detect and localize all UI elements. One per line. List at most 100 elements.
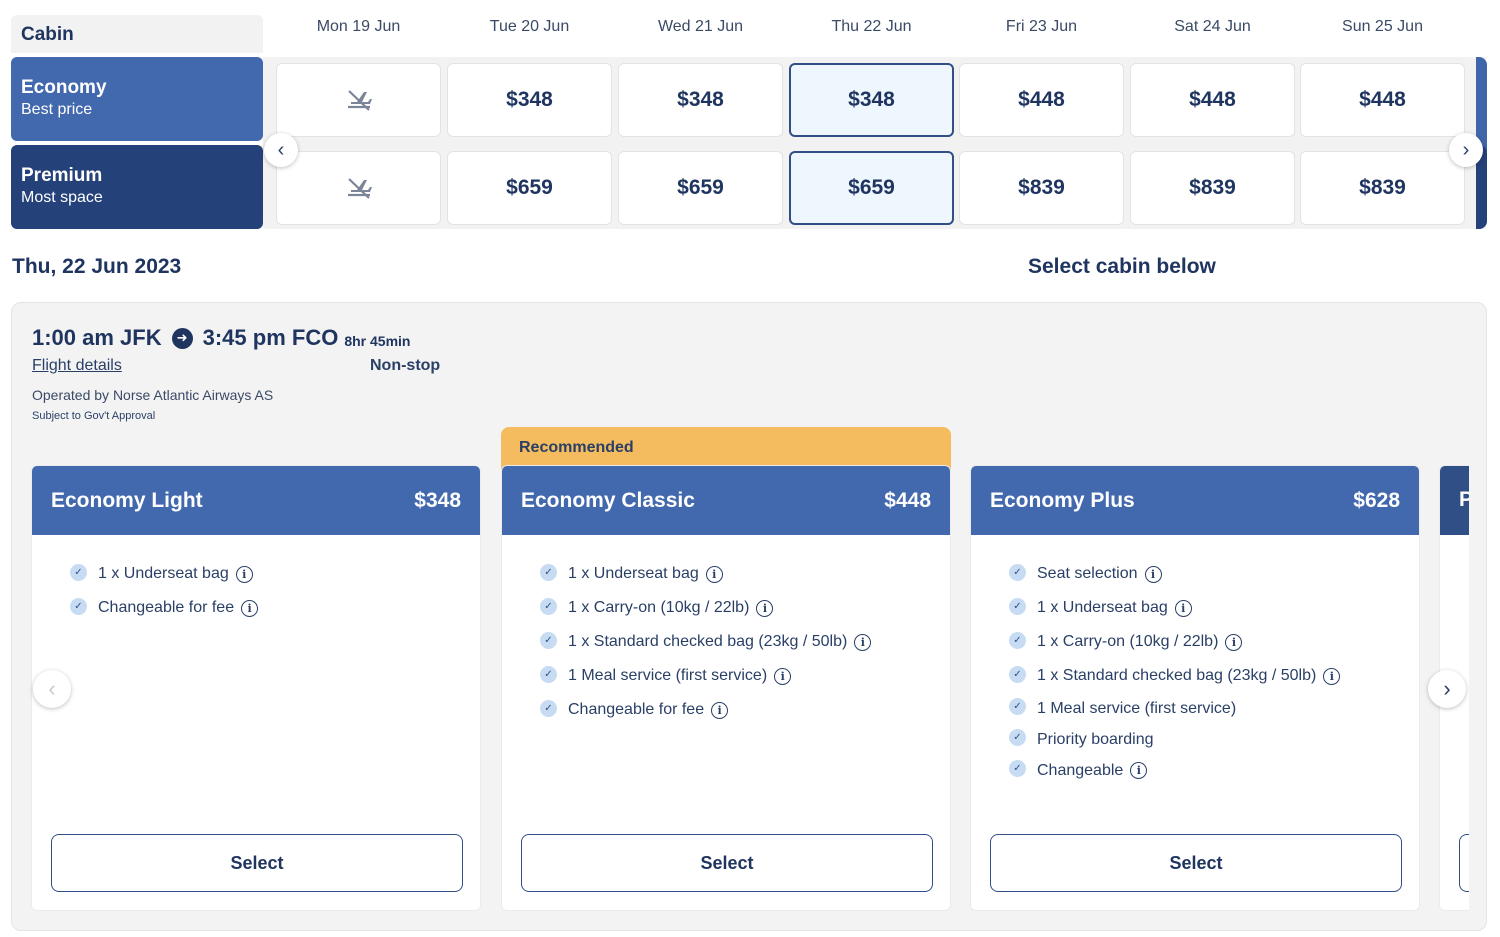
flight-panel: 1:00 am JFK ➜ 3:45 pm FCO 8hr 45min Flig… xyxy=(11,302,1487,931)
select-button[interactable]: Select xyxy=(990,834,1402,892)
price-cell[interactable]: $659 xyxy=(789,151,954,225)
fare-calendar: Cabin Mon 19 Jun Tue 20 Jun Wed 21 Jun Thu … xyxy=(0,0,1500,240)
feature-item: ✓ Changeable i xyxy=(1009,755,1419,786)
date-label[interactable]: Thu 22 Jun xyxy=(831,18,912,35)
check-icon: ✓ xyxy=(1009,597,1026,615)
select-button[interactable]: Select xyxy=(521,834,933,892)
fare-price: $628 xyxy=(1353,488,1400,512)
feature-item: ✓ 1 Meal service (first service) xyxy=(1009,693,1419,724)
feature-text: 1 x Underseat bag xyxy=(568,565,699,582)
feature-text: 1 x Carry-on (10kg / 22lb) xyxy=(1037,633,1219,650)
fare-price: $348 xyxy=(414,488,461,512)
fare-card[interactable]: Economy Plus $628 ✓ Seat selection i ✓ 1 x Und… xyxy=(970,465,1420,911)
price-cell-unavailable[interactable] xyxy=(276,63,441,137)
info-icon[interactable]: i xyxy=(1130,762,1148,779)
price-cell[interactable]: $448 xyxy=(959,63,1124,137)
feature-text: 1 x Standard checked bag (23kg / 50lb) xyxy=(1037,667,1317,684)
info-icon[interactable]: i xyxy=(235,565,253,583)
flight-details-link[interactable]: Flight details xyxy=(32,357,122,374)
check-icon: ✓ xyxy=(70,563,87,581)
itinerary: 1:00 am JFK ➜ 3:45 pm FCO 8hr 45min xyxy=(32,325,410,351)
feature-item: ✓ 1 x Carry-on (10kg / 22lb) i xyxy=(540,591,950,625)
info-icon[interactable]: i xyxy=(854,633,872,651)
feature-text: Changeable xyxy=(1037,761,1124,779)
cabin-row-premium[interactable]: Premium Most space xyxy=(11,145,263,229)
check-icon: ✓ xyxy=(1009,698,1026,715)
duration: 8hr 45min xyxy=(344,332,411,349)
no-flight-icon xyxy=(345,175,373,201)
info-icon[interactable]: i xyxy=(241,599,259,617)
feature-item: ✓ 1 x Carry-on (10kg / 22lb) i xyxy=(1009,625,1419,659)
feature-item: ✓ Seat selection i xyxy=(1009,557,1419,591)
info-icon[interactable]: i xyxy=(1144,565,1162,583)
feature-text: Priority boarding xyxy=(1037,730,1154,748)
info-icon[interactable]: i xyxy=(1323,667,1341,685)
date-label[interactable]: Sun 25 Jun xyxy=(1342,18,1423,35)
feature-text: Changeable for fee xyxy=(568,701,705,718)
price-cell[interactable]: $659 xyxy=(618,151,783,225)
panel-right-edge xyxy=(1469,463,1486,923)
fare-card-header: Economy Light $348 xyxy=(32,466,480,535)
fare-card[interactable]: Economy Light $348 ✓ 1 x Underseat bag i ✓ Cha… xyxy=(31,465,481,911)
departure: 1:00 am JFK xyxy=(32,325,162,350)
feature-item: ✓ 1 x Underseat bag i xyxy=(540,557,950,591)
fare-card-header: Economy Plus $628 xyxy=(971,466,1419,535)
check-icon: ✓ xyxy=(540,699,557,717)
fare-name: Economy Light xyxy=(51,488,203,512)
cards-next-button[interactable]: › xyxy=(1428,670,1466,708)
cabin-subtitle: Best price xyxy=(21,101,93,118)
cards-prev-button[interactable]: ‹ xyxy=(33,670,71,708)
select-button[interactable]: Select xyxy=(51,834,463,892)
cabin-name: Premium xyxy=(21,165,103,186)
feature-text: 1 x Carry-on (10kg / 22lb) xyxy=(568,599,750,616)
info-icon[interactable]: i xyxy=(711,701,729,719)
chevron-right-icon: › xyxy=(1462,138,1470,161)
feature-text: Seat selection xyxy=(1037,565,1138,582)
price-cell[interactable]: $348 xyxy=(447,63,612,137)
info-icon[interactable]: i xyxy=(1174,599,1192,617)
date-label[interactable]: Fri 23 Jun xyxy=(1005,18,1078,35)
price-cell[interactable]: $348 xyxy=(789,63,954,137)
feature-list: ✓ 1 x Underseat bag i ✓ 1 x Carry-on (10kg /… xyxy=(502,535,950,727)
info-icon[interactable]: i xyxy=(774,667,792,685)
feature-item: ✓ 1 x Standard checked bag (23kg / 50lb) i xyxy=(1009,659,1419,693)
arrival: 3:45 pm FCO xyxy=(202,325,339,350)
info-icon[interactable]: i xyxy=(1225,633,1243,651)
price-cell[interactable]: $348 xyxy=(618,63,783,137)
check-icon: ✓ xyxy=(70,597,87,615)
date-label[interactable]: Wed 21 Jun xyxy=(657,18,744,35)
fare-card-header: Economy Classic $448 xyxy=(502,466,950,535)
cabin-subtitle: Most space xyxy=(21,189,103,206)
price-cell[interactable]: $839 xyxy=(1300,151,1465,225)
feature-text: 1 x Underseat bag xyxy=(1037,599,1168,616)
check-icon: ✓ xyxy=(1009,760,1026,777)
dates-prev-button[interactable]: ‹ xyxy=(264,133,298,167)
cabin-row-economy[interactable]: Economy Best price xyxy=(11,57,263,141)
check-icon: ✓ xyxy=(1009,665,1026,683)
price-cell[interactable]: $659 xyxy=(447,151,612,225)
price-cell[interactable]: $448 xyxy=(1300,63,1465,137)
grid-edge-premium xyxy=(1476,145,1487,229)
info-icon[interactable]: i xyxy=(705,565,723,583)
date-label[interactable]: Tue 20 Jun xyxy=(489,18,570,35)
stops-label: Non-stop xyxy=(370,357,441,374)
fare-card[interactable]: Economy Classic $448 ✓ 1 x Underseat bag i ✓ 1… xyxy=(501,465,951,911)
info-icon[interactable]: i xyxy=(756,599,774,617)
price-cell[interactable]: $448 xyxy=(1130,63,1295,137)
price-cell[interactable]: $839 xyxy=(1130,151,1295,225)
feature-list: ✓ Seat selection i ✓ 1 x Underseat bag i ✓ 1 x … xyxy=(971,535,1419,786)
feature-list: ✓ 1 x Underseat bag i ✓ Changeable for fee i xyxy=(32,535,480,625)
date-label[interactable]: Mon 19 Jun xyxy=(316,18,401,35)
feature-text: 1 Meal service (first service) xyxy=(568,667,768,684)
cabin-header: Cabin xyxy=(11,15,263,53)
feature-text: 1 x Standard checked bag (23kg / 50lb) xyxy=(568,633,848,650)
fare-name: Economy Classic xyxy=(521,488,695,512)
dates-next-button[interactable]: › xyxy=(1449,133,1483,167)
chevron-left-icon: ‹ xyxy=(277,138,285,161)
fare-name: Economy Plus xyxy=(990,488,1135,512)
check-icon: ✓ xyxy=(1009,631,1026,649)
price-cell[interactable]: $839 xyxy=(959,151,1124,225)
no-flight-icon xyxy=(345,87,373,113)
date-label[interactable]: Sat 24 Jun xyxy=(1174,18,1251,35)
price-cell-unavailable[interactable] xyxy=(276,151,441,225)
